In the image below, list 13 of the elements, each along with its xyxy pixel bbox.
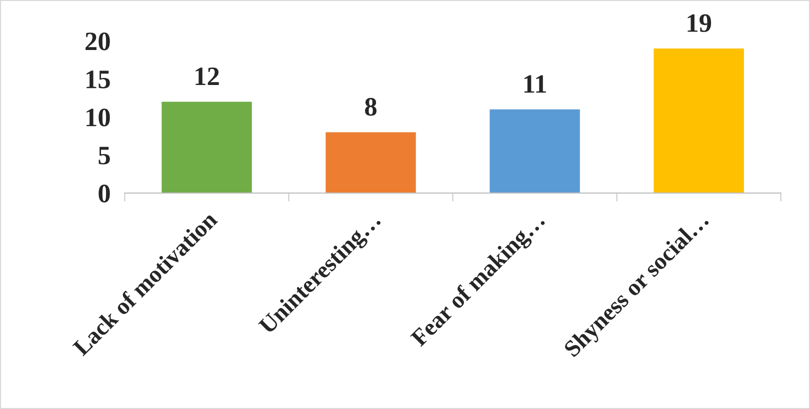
bar <box>654 48 744 194</box>
y-tick-label: 5 <box>98 146 110 164</box>
bar <box>490 109 580 194</box>
y-tick-label: 10 <box>86 108 110 126</box>
bar <box>162 102 252 194</box>
data-label: 12 <box>196 68 219 86</box>
bar <box>326 132 416 194</box>
data-label: 11 <box>524 75 546 93</box>
data-label: 8 <box>365 98 376 116</box>
y-tick-label: 0 <box>98 184 110 202</box>
data-label: 19 <box>688 14 712 32</box>
y-tick-label: 15 <box>86 70 110 88</box>
y-tick-label: 20 <box>86 32 110 50</box>
